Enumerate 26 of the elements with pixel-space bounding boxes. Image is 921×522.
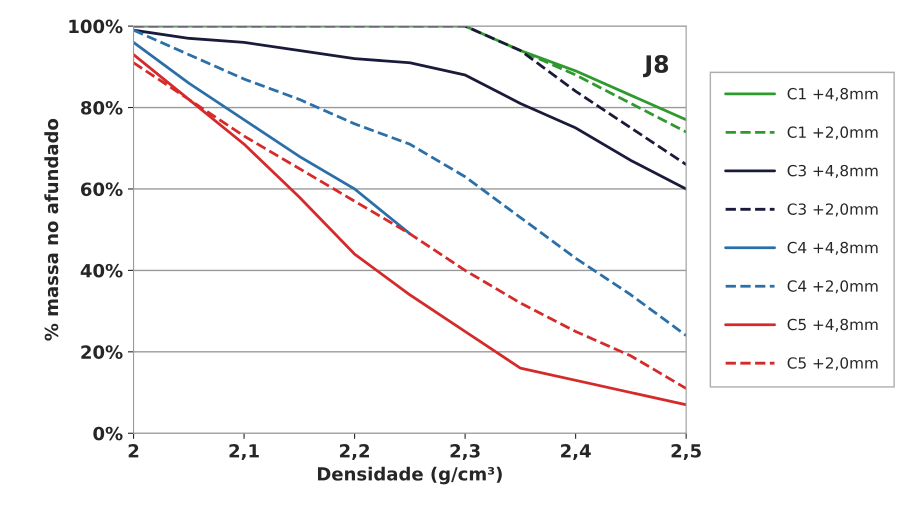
y-tick-label: 80% (81, 100, 123, 115)
x-tick-label: 2,2 (340, 444, 370, 460)
legend-label: C3 +2,0mm (788, 203, 878, 216)
legend-label: C1 +4,8mm (788, 88, 878, 102)
y-axis-title: % massa no afundado (44, 118, 58, 341)
legend-label: C5 +4,8mm (788, 318, 878, 332)
y-tick-label: 20% (81, 345, 123, 359)
x-tick-label: 2 (128, 444, 138, 458)
y-tick-label: 100% (69, 20, 123, 34)
legend-label: C3 +4,8mm (788, 164, 878, 178)
legend-label: C4 +4,8mm (788, 242, 878, 255)
legend-label: C4 +2,0mm (788, 280, 878, 294)
x-tick-label: 2,3 (450, 444, 480, 460)
x-tick-label: 2,5 (672, 444, 701, 460)
y-tick-label: 40% (80, 264, 123, 278)
line-series (134, 40, 412, 236)
y-tick-label: 60% (81, 182, 123, 196)
line-series (134, 28, 686, 190)
x-axis-title: Densidade (g/cm³) (318, 466, 502, 484)
legend-label: C5 +2,0mm (788, 357, 878, 370)
line-series (134, 28, 686, 337)
legend-label: C1 +2,0mm (788, 126, 878, 140)
y-tick-label: 0% (93, 426, 123, 440)
x-tick-label: 2,1 (230, 444, 259, 460)
annotation: J8 (643, 55, 668, 78)
x-tick-label: 2,4 (561, 444, 591, 460)
